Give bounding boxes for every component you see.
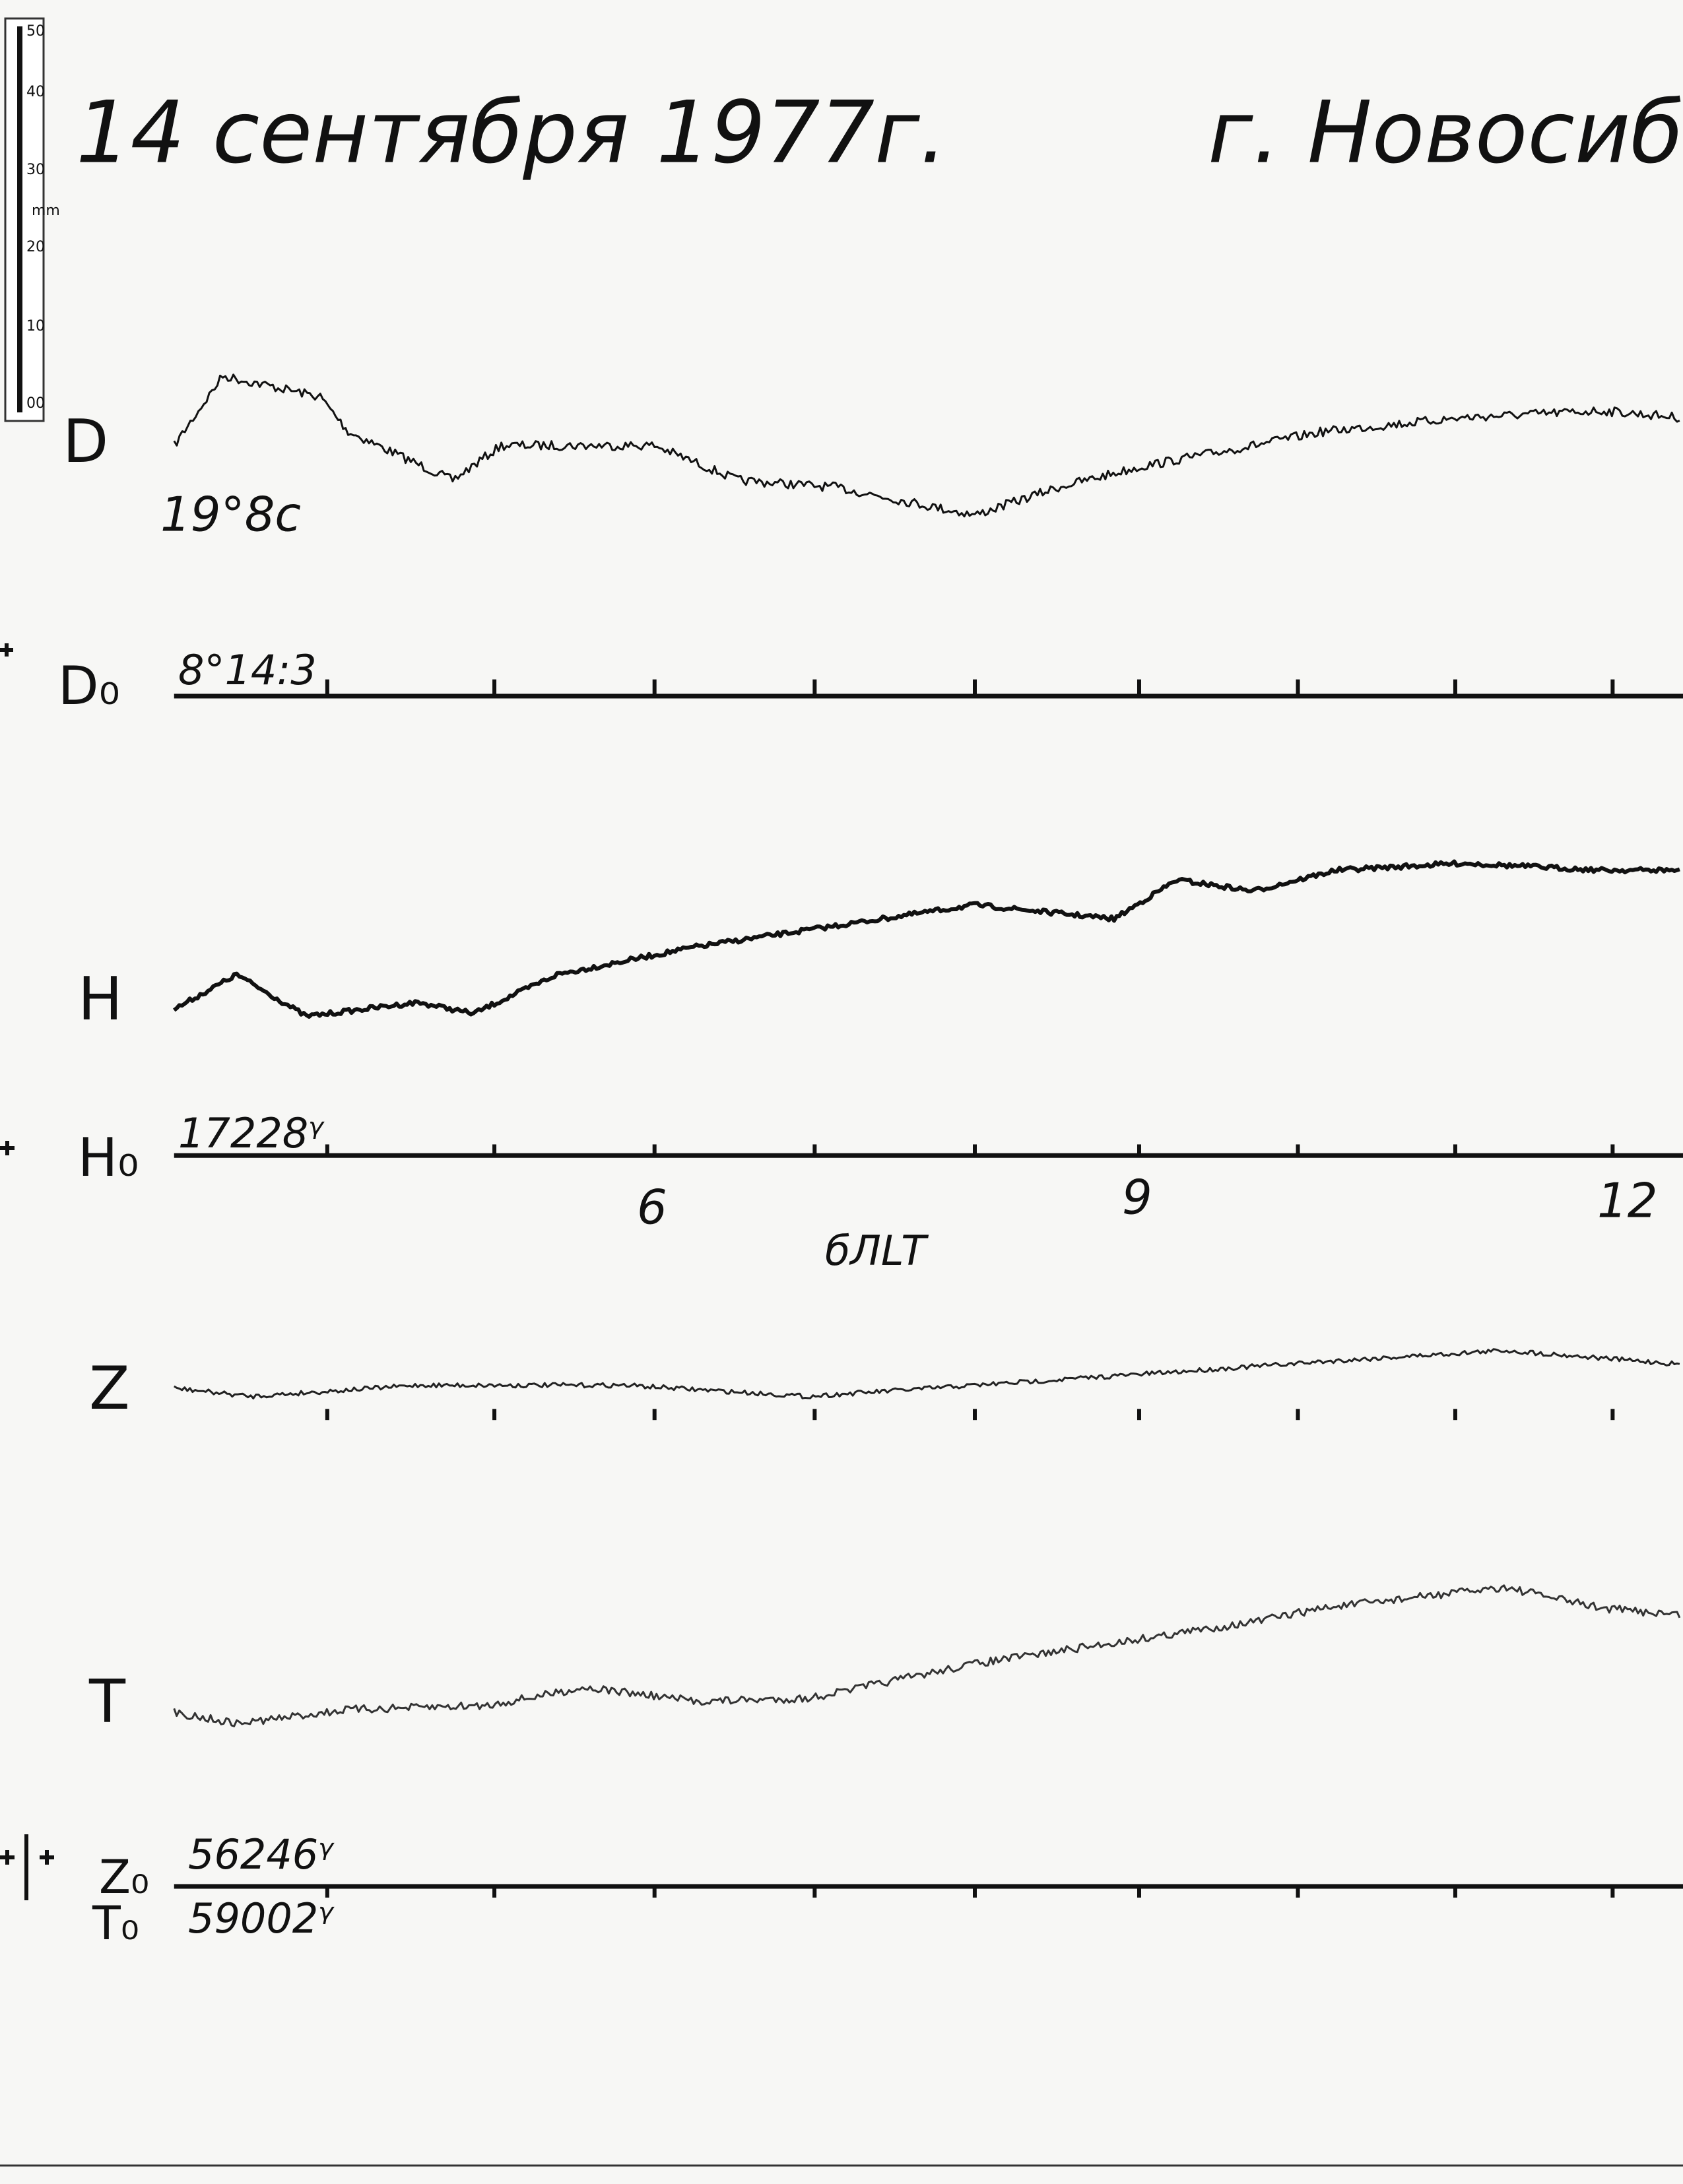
trace-label: Z (89, 1354, 130, 1423)
trace-line (174, 1348, 1680, 1399)
baseline-value: 56246ᵞ (188, 1830, 335, 1879)
trace-line (173, 1584, 1681, 1727)
ruler-tick: 00 (26, 395, 45, 412)
plus-marks (0, 643, 54, 1900)
ruler-tick: 50 (26, 23, 45, 40)
ruler (4, 17, 45, 422)
trace-label: D (63, 407, 108, 476)
baseline-label: T₀ (92, 1896, 139, 1950)
ruler-tick: 20 (26, 239, 45, 255)
baseline-value: 17228ᵞ (178, 1109, 325, 1157)
baseline-label: H₀ (78, 1127, 139, 1188)
ruler-tick: 30 (26, 162, 45, 178)
trace-line (173, 373, 1680, 518)
baseline-label: D₀ (58, 655, 120, 717)
ruler-unit: mm (32, 203, 60, 219)
place-title: г. Новосибирс (1208, 82, 1683, 183)
time-tick: 6 (637, 1180, 667, 1235)
ruler-tick: 40 (26, 84, 45, 100)
baseline-value: 8°14:3 (178, 646, 317, 694)
ruler-tick: 10 (26, 318, 45, 335)
time-axis-label: бЛLT (825, 1227, 929, 1275)
time-tick: 12 (1597, 1173, 1658, 1229)
trace-line (172, 859, 1680, 1019)
trace-note: 19°8с (160, 487, 301, 542)
traces (172, 373, 1683, 1898)
date-title: 14 сентября 1977г. (76, 82, 947, 183)
baseline-value: 59002ᵞ (188, 1894, 335, 1943)
trace-label: H (78, 965, 123, 1034)
trace-label: T (88, 1667, 126, 1737)
time-tick: 9 (1122, 1170, 1152, 1225)
baseline-label: Z₀ (99, 1850, 149, 1904)
